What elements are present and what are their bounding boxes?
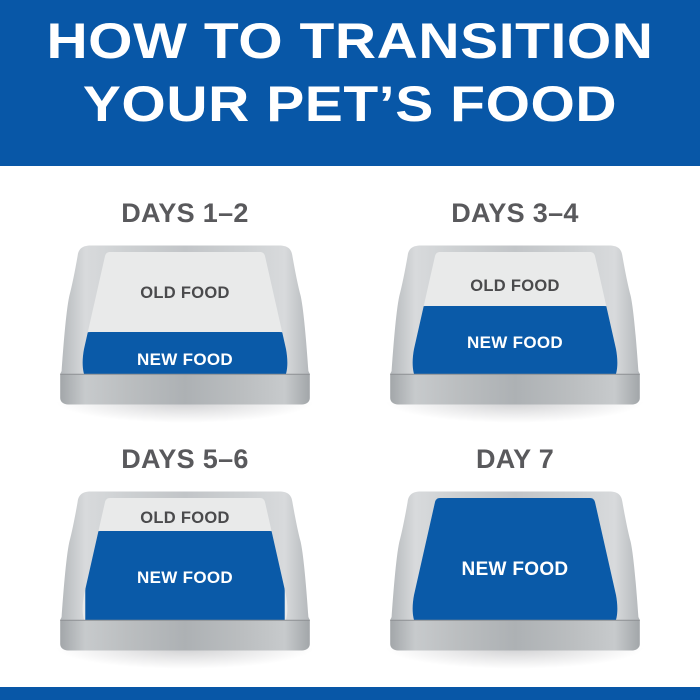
svg-text:NEW FOOD: NEW FOOD — [137, 350, 233, 369]
svg-text:NEW FOOD: NEW FOOD — [467, 333, 563, 352]
svg-text:OLD FOOD: OLD FOOD — [470, 277, 559, 295]
svg-text:OLD FOOD: OLD FOOD — [140, 284, 229, 302]
svg-text:OLD FOOD: OLD FOOD — [140, 509, 229, 527]
svg-text:NEW FOOD: NEW FOOD — [462, 559, 569, 580]
svg-text:NEW FOOD: NEW FOOD — [137, 568, 233, 587]
